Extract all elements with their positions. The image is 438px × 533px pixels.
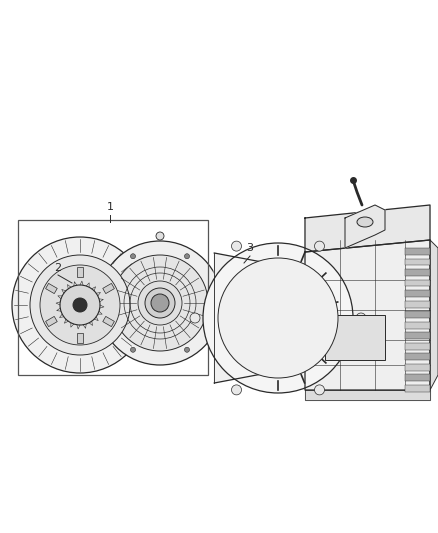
- Circle shape: [145, 288, 175, 318]
- Bar: [405, 248, 430, 255]
- FancyBboxPatch shape: [103, 317, 114, 327]
- Circle shape: [60, 285, 100, 325]
- Circle shape: [232, 241, 241, 251]
- Text: 3: 3: [247, 243, 254, 253]
- Circle shape: [190, 313, 200, 323]
- FancyBboxPatch shape: [325, 315, 385, 360]
- Polygon shape: [305, 390, 430, 400]
- Polygon shape: [430, 240, 438, 390]
- Ellipse shape: [357, 217, 373, 227]
- Bar: [405, 259, 430, 265]
- Circle shape: [112, 255, 208, 351]
- Circle shape: [314, 241, 325, 251]
- Circle shape: [214, 333, 222, 341]
- Polygon shape: [305, 240, 430, 390]
- Circle shape: [30, 255, 130, 355]
- FancyBboxPatch shape: [77, 267, 83, 277]
- Bar: [18, 220, 208, 375]
- Bar: [405, 332, 430, 339]
- Circle shape: [232, 385, 241, 395]
- Circle shape: [73, 298, 87, 312]
- Circle shape: [12, 237, 148, 373]
- Bar: [405, 301, 430, 308]
- Circle shape: [98, 241, 222, 365]
- Bar: [405, 311, 430, 318]
- Ellipse shape: [203, 243, 353, 393]
- Bar: [405, 364, 430, 371]
- Circle shape: [314, 385, 325, 395]
- Circle shape: [131, 254, 135, 259]
- Polygon shape: [214, 253, 300, 383]
- Circle shape: [103, 301, 109, 305]
- Circle shape: [356, 313, 366, 323]
- Bar: [405, 280, 430, 286]
- Circle shape: [212, 301, 216, 305]
- Bar: [405, 290, 430, 297]
- FancyBboxPatch shape: [77, 333, 83, 343]
- FancyBboxPatch shape: [46, 317, 57, 327]
- Circle shape: [138, 281, 182, 325]
- Bar: [405, 322, 430, 329]
- Circle shape: [184, 348, 190, 352]
- Bar: [405, 375, 430, 381]
- Bar: [405, 385, 430, 392]
- Circle shape: [156, 232, 164, 240]
- Polygon shape: [345, 205, 385, 248]
- Circle shape: [151, 294, 169, 312]
- Circle shape: [184, 254, 190, 259]
- Bar: [405, 269, 430, 276]
- Text: 1: 1: [106, 202, 113, 212]
- Circle shape: [40, 265, 120, 345]
- FancyBboxPatch shape: [46, 284, 57, 294]
- Text: 2: 2: [54, 263, 62, 273]
- Circle shape: [98, 333, 106, 341]
- FancyBboxPatch shape: [103, 284, 114, 294]
- Bar: [405, 343, 430, 350]
- Polygon shape: [305, 205, 430, 252]
- Ellipse shape: [218, 258, 338, 378]
- Bar: [405, 353, 430, 360]
- Circle shape: [131, 348, 135, 352]
